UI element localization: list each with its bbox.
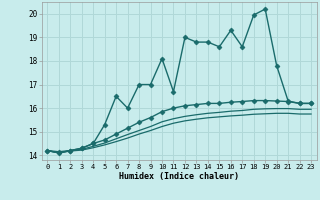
X-axis label: Humidex (Indice chaleur): Humidex (Indice chaleur)	[119, 172, 239, 181]
